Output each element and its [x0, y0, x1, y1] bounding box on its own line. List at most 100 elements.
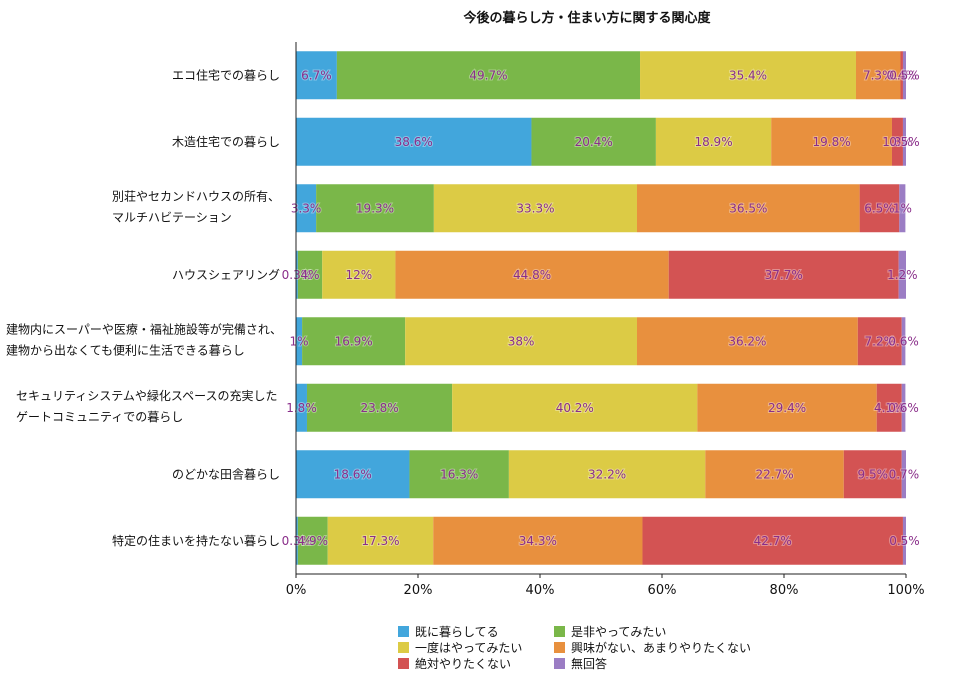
- bar-segment: [857, 317, 902, 366]
- data-label: 3.3%: [291, 201, 322, 215]
- data-label: 0.5%: [889, 135, 920, 149]
- category-label: エコ住宅での暮らし: [172, 67, 280, 82]
- bar-segment: [296, 51, 337, 100]
- data-label: 17.3%: [361, 534, 399, 548]
- data-label: 35.4%: [729, 68, 767, 82]
- data-label: 7.3%: [863, 68, 894, 82]
- bar-segment: [697, 383, 877, 432]
- category-label: 特定の住まいを持たない暮らし: [112, 533, 280, 548]
- data-label: 0.3%: [282, 534, 313, 548]
- category-label: セキュリティシステムや緑化スペースの充実したゲートコミュニティでの暮らし: [16, 388, 277, 424]
- bar-segment: [296, 250, 298, 299]
- legend-label: 興味がない、あまりやりたくない: [571, 641, 752, 655]
- data-label: 6.7%: [301, 68, 332, 82]
- bar-segment: [433, 516, 643, 565]
- x-tick-label: 100%: [887, 583, 924, 598]
- data-label: 4.9%: [298, 534, 329, 548]
- data-label: 42.7%: [754, 534, 792, 548]
- legend-entry: 是非やってみたい: [554, 624, 784, 639]
- bar-segment: [405, 317, 637, 366]
- legend-entry: 興味がない、あまりやりたくない: [554, 640, 784, 655]
- data-label: 19.3%: [356, 201, 394, 215]
- bar-segment: [642, 516, 903, 565]
- data-label: 34.3%: [519, 534, 557, 548]
- data-label: 12%: [345, 268, 372, 282]
- chart-title: 今後の暮らし方・住まい方に関する関心度: [462, 10, 711, 26]
- bar-segment: [876, 383, 902, 432]
- data-label: 7.2%: [865, 334, 896, 348]
- bar-segment: [859, 184, 900, 233]
- bar-segment: [705, 450, 844, 499]
- bar-segment: [901, 450, 906, 499]
- category-label: のどかな田舎暮らし: [172, 467, 280, 481]
- bar-segment: [296, 383, 307, 432]
- x-tick-label: 60%: [648, 583, 677, 598]
- category-label: 建物内にスーパーや医療・福祉施設等が完備され、建物から出なくても便利に生活できる…: [6, 321, 282, 357]
- data-label: 29.4%: [768, 401, 806, 415]
- bar-segment: [296, 117, 532, 166]
- data-label: 1.8%: [286, 401, 317, 415]
- x-tick-label: 0%: [286, 583, 307, 598]
- legend-entry: 既に暮らしてる: [398, 624, 548, 639]
- x-tick-label: 80%: [770, 583, 799, 598]
- legend-label: 絶対やりたくない: [415, 657, 512, 671]
- data-label: 32.2%: [588, 467, 626, 481]
- bar-segment: [296, 317, 303, 366]
- data-label: 16.9%: [335, 334, 373, 348]
- bar-segment: [902, 516, 906, 565]
- data-label: 33.3%: [516, 201, 554, 215]
- data-label: 9.5%: [858, 467, 889, 481]
- bar-segment: [655, 117, 772, 166]
- category-label: 木造住宅での暮らし: [172, 134, 280, 149]
- legend-swatch: [554, 626, 565, 637]
- bar-segment: [316, 184, 434, 233]
- bar-segment: [296, 516, 298, 565]
- legend-entry: 絶対やりたくない: [398, 656, 548, 671]
- bar-segment: [902, 117, 906, 166]
- legend-label: 既に暮らしてる: [415, 625, 499, 639]
- bar-segment: [297, 250, 323, 299]
- bar-segment: [306, 383, 453, 432]
- legend-swatch: [554, 658, 565, 669]
- category-label: 別荘やセカンドハウスの所有、マルチハビテーション: [112, 189, 280, 224]
- data-label: 20.4%: [575, 135, 613, 149]
- legend-swatch: [398, 626, 409, 637]
- data-label: 36.5%: [729, 201, 767, 215]
- data-label: 0.5%: [889, 68, 920, 82]
- bar-segment: [336, 51, 641, 100]
- data-label: 0.5%: [889, 534, 920, 548]
- data-label: 36.2%: [728, 334, 766, 348]
- bar-segment: [302, 317, 406, 366]
- data-label: 0.7%: [889, 467, 920, 481]
- bar-segment: [395, 250, 669, 299]
- bar-segment: [433, 184, 637, 233]
- bar-segment: [322, 250, 396, 299]
- data-label: 18.6%: [334, 467, 372, 481]
- data-label: 6.5%: [864, 201, 895, 215]
- data-label: 0.4%: [886, 68, 917, 82]
- x-tick-label: 20%: [404, 583, 433, 598]
- bar-segment: [668, 250, 899, 299]
- bar-segment: [891, 117, 903, 166]
- data-label: 37.7%: [765, 268, 803, 282]
- legend-label: 無回答: [571, 657, 608, 671]
- bar-segment: [902, 51, 906, 100]
- legend-swatch: [398, 658, 409, 669]
- bar-segment: [296, 450, 410, 499]
- data-label: 0.6%: [888, 334, 919, 348]
- bar-segment: [327, 516, 434, 565]
- bar-segment: [898, 250, 906, 299]
- data-label: 38%: [508, 334, 535, 348]
- legend-entry: 無回答: [554, 656, 784, 671]
- bar-segment: [843, 450, 902, 499]
- bar-segment: [297, 516, 328, 565]
- data-label: 1.8%: [882, 135, 913, 149]
- bar-segment: [771, 117, 892, 166]
- data-label: 16.3%: [440, 467, 478, 481]
- data-label: 18.9%: [694, 135, 732, 149]
- bar-segment: [296, 184, 317, 233]
- category-label: ハウスシェアリング: [172, 268, 280, 282]
- bar-segment: [531, 117, 656, 166]
- data-label: 4%: [301, 268, 320, 282]
